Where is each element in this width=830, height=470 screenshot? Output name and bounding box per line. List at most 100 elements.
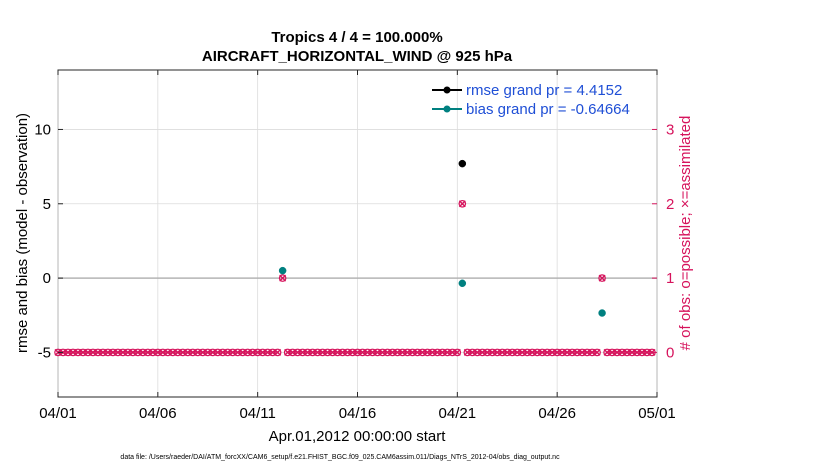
- obs-possible-marker: [94, 348, 102, 357]
- legend: rmse grand pr = 4.4152 bias grand pr = -…: [432, 82, 630, 118]
- obs-possible-marker: [583, 348, 591, 357]
- obs-possible-marker: [253, 348, 262, 357]
- obs-possible-marker: [378, 348, 387, 357]
- obs-possible-marker: [178, 348, 187, 357]
- obs-possible-marker: [398, 348, 407, 357]
- obs-possible-marker: [508, 348, 517, 357]
- obs-possible-marker: [89, 348, 97, 357]
- obs-count-point: [593, 348, 601, 357]
- y-left-tick-label: -5: [38, 344, 51, 361]
- obs-possible-marker: [493, 348, 502, 357]
- obs-possible-marker: [298, 348, 307, 357]
- legend-rmse-marker: [443, 86, 451, 94]
- obs-possible-marker: [64, 348, 72, 357]
- obs-possible-marker: [193, 348, 202, 357]
- obs-possible-marker: [608, 348, 616, 357]
- obs-count-point: [273, 348, 282, 357]
- obs-possible-marker: [109, 348, 117, 357]
- obs-possible-marker: [548, 348, 556, 357]
- obs-possible-marker: [278, 274, 287, 282]
- y-right-tick-label: 3: [666, 121, 674, 138]
- obs-possible-marker: [623, 348, 631, 357]
- obs-possible-marker: [243, 348, 252, 357]
- obs-count-point: [453, 348, 462, 357]
- obs-possible-marker: [228, 348, 237, 357]
- obs-count-point: [278, 274, 287, 282]
- obs-count-point: [598, 274, 606, 282]
- x-axis-ticks: 04/01 04/06 04/11 04/16 04/21 04/26 05/01: [39, 70, 676, 422]
- obs-possible-marker: [318, 348, 327, 357]
- obs-possible-marker: [393, 348, 402, 357]
- obs-possible-marker: [568, 348, 576, 357]
- obs-assimilated-marker: [458, 200, 466, 208]
- obs-possible-marker: [144, 348, 152, 357]
- x-tick-label: 05/01: [638, 405, 676, 422]
- obs-possible-marker: [104, 348, 112, 357]
- obs-possible-marker: [268, 348, 277, 357]
- obs-possible-marker: [223, 348, 232, 357]
- obs-assimilated-marker: [593, 348, 601, 356]
- obs-possible-marker: [598, 274, 606, 282]
- obs-assimilated-marker: [453, 348, 461, 356]
- obs-possible-marker: [174, 348, 182, 357]
- obs-possible-marker: [513, 348, 522, 357]
- obs-possible-marker: [563, 348, 571, 357]
- rmse-point: [458, 159, 467, 168]
- legend-rmse-label: rmse grand pr = 4.4152: [466, 82, 622, 99]
- obs-possible-marker: [523, 348, 532, 357]
- obs-possible-marker: [618, 348, 626, 357]
- obs-possible-marker: [483, 348, 492, 357]
- obs-possible-marker: [238, 348, 247, 357]
- obs-possible-marker: [388, 348, 397, 357]
- obs-possible-marker: [593, 348, 601, 357]
- legend-bias-label: bias grand pr = -0.64664: [466, 101, 630, 118]
- obs-possible-marker: [293, 348, 302, 357]
- obs-possible-marker: [448, 348, 457, 357]
- obs-possible-marker: [119, 348, 127, 357]
- obs-possible-marker: [498, 348, 507, 357]
- obs-possible-marker: [443, 348, 452, 357]
- obs-assimilated-marker: [598, 274, 606, 282]
- obs-possible-marker: [203, 348, 212, 357]
- y-right-axis-ticks: 0 1 2 3: [652, 121, 674, 361]
- obs-possible-marker: [263, 348, 272, 357]
- x-tick-label: 04/21: [439, 405, 477, 422]
- obs-possible-marker: [433, 348, 442, 357]
- obs-possible-marker: [588, 348, 596, 357]
- obs-possible-marker: [533, 348, 542, 357]
- chart-title-line2: AIRCRAFT_HORIZONTAL_WIND @ 925 hPa: [202, 48, 513, 65]
- obs-assimilated-marker: [274, 348, 282, 356]
- obs-possible-marker: [154, 348, 162, 357]
- y-right-tick-label: 0: [666, 344, 674, 361]
- obs-possible-marker: [159, 348, 167, 357]
- x-tick-label: 04/11: [239, 405, 275, 422]
- obs-possible-marker: [84, 348, 92, 357]
- obs-possible-marker: [638, 348, 646, 357]
- obs-possible-marker: [413, 348, 422, 357]
- obs-possible-marker: [353, 348, 362, 357]
- obs-possible-marker: [333, 348, 342, 357]
- obs-possible-marker: [468, 348, 477, 357]
- obs-possible-marker: [528, 348, 537, 357]
- obs-possible-marker: [423, 348, 432, 357]
- obs-possible-marker: [328, 348, 337, 357]
- obs-possible-marker: [418, 348, 427, 357]
- obs-assimilated-marker: [279, 274, 287, 282]
- obs-possible-marker: [478, 348, 487, 357]
- y-left-tick-label: 10: [34, 121, 51, 138]
- bias-point: [278, 266, 287, 275]
- obs-possible-marker: [383, 348, 392, 357]
- x-tick-label: 04/26: [538, 405, 576, 422]
- obs-possible-marker: [164, 348, 172, 357]
- obs-possible-marker: [453, 348, 462, 357]
- obs-possible-marker: [288, 348, 297, 357]
- obs-possible-marker: [403, 348, 412, 357]
- obs-possible-marker: [343, 348, 352, 357]
- obs-possible-marker: [473, 348, 482, 357]
- obs-possible-marker: [79, 348, 87, 357]
- obs-possible-marker: [323, 348, 332, 357]
- y-right-axis-label: # of obs: o=possible; ×=assimilated: [677, 116, 694, 351]
- x-tick-label: 04/16: [339, 405, 377, 422]
- y-right-tick-label: 1: [666, 270, 674, 287]
